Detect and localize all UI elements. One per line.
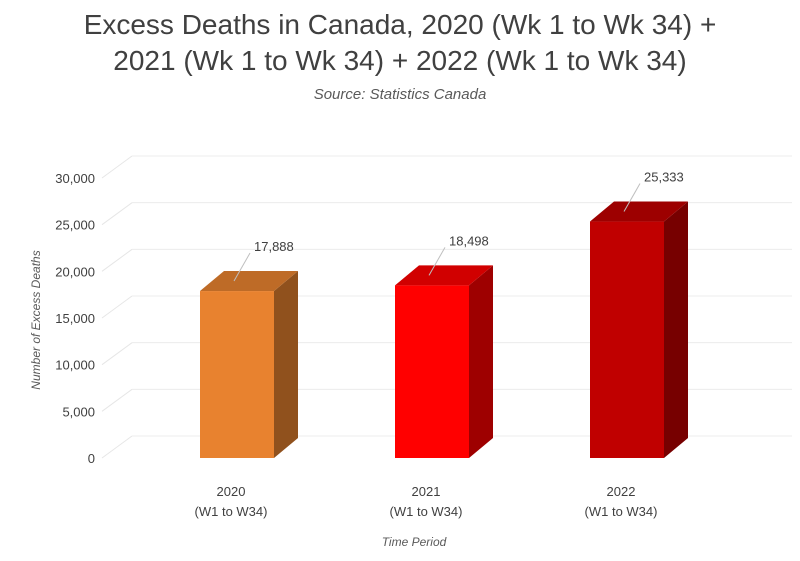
x-tick-label: 2020 [217, 484, 246, 499]
data-label: 18,498 [449, 233, 489, 248]
chart-subtitle: Source: Statistics Canada [313, 86, 487, 103]
chart-title-line-1: Excess Deaths in Canada, 2020 (Wk 1 to W… [83, 9, 717, 40]
data-label-leader [623, 183, 641, 212]
bar-side [274, 271, 298, 458]
y-tick-label: 25,000 [55, 218, 95, 233]
gridline-diag [101, 342, 133, 366]
y-tick-label: 20,000 [55, 264, 95, 279]
x-tick-label-sub: (W1 to W34) [390, 504, 463, 519]
chart-title-line-2: 2021 (Wk 1 to Wk 34) + 2022 (Wk 1 to Wk … [113, 45, 687, 76]
bar-top [395, 265, 493, 286]
x-tick-label: 2022 [607, 484, 636, 499]
bar-front [590, 221, 664, 458]
x-tick-label: 2021 [412, 484, 441, 499]
gridline-diag [101, 435, 133, 459]
data-label: 25,333 [644, 170, 684, 185]
x-tick-label-sub: (W1 to W34) [195, 504, 268, 519]
y-tick-label: 0 [88, 451, 95, 466]
y-tick-label: 5,000 [62, 404, 95, 419]
y-axis-label: Number of Excess Deaths [29, 250, 43, 389]
bar-front [200, 291, 274, 458]
y-tick-label: 30,000 [55, 171, 95, 186]
gridline-diag [101, 155, 133, 179]
bar-top [590, 201, 688, 222]
y-tick-label: 15,000 [55, 311, 95, 326]
gridline-diag [101, 248, 133, 272]
gridline-diag [101, 388, 133, 412]
gridline-diag [101, 202, 133, 226]
bar-top [200, 271, 298, 292]
data-label: 17,888 [254, 239, 294, 254]
x-axis-label: Time Period [382, 535, 447, 549]
data-label-leader [233, 252, 251, 282]
gridline-diag [101, 295, 133, 319]
y-tick-label: 10,000 [55, 358, 95, 373]
x-tick-label-sub: (W1 to W34) [585, 504, 658, 519]
bar-side [469, 265, 493, 458]
bar-front [395, 285, 469, 458]
bar-side [664, 201, 688, 459]
data-label-leader [428, 247, 446, 276]
